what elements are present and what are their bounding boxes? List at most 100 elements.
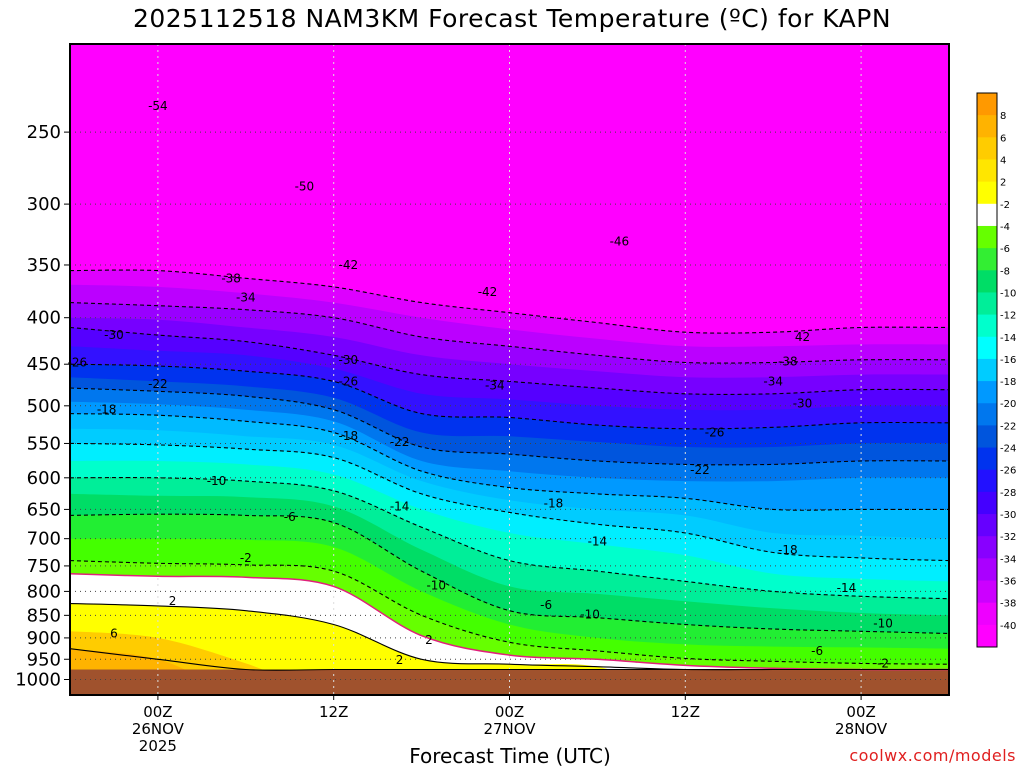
colorbar-swatch (977, 270, 997, 293)
contour-label: -30 (104, 328, 124, 342)
y-tick-label: 450 (27, 354, 61, 375)
contour-line--2 (70, 560, 949, 665)
colorbar-tick-label: -12 (1000, 311, 1016, 322)
y-tick-label: 400 (27, 308, 61, 329)
watermark-link[interactable]: coolwx.com/models (849, 746, 1016, 765)
y-tick-label: 700 (27, 529, 61, 550)
contour-line--22 (70, 387, 949, 466)
chart-title: 2025112518 NAM3KM Forecast Temperature (… (132, 4, 892, 33)
ground-layer (70, 669, 949, 695)
contour-label: -14 (837, 581, 857, 595)
contour-label: -6 (284, 510, 296, 524)
contour-label: -22 (148, 377, 168, 391)
colorbar-swatch (977, 292, 997, 316)
contour-label: -30 (793, 396, 813, 410)
colorbar-swatch (977, 314, 997, 338)
contour-label: -14 (390, 499, 410, 513)
contour-label: -34 (763, 374, 783, 388)
contour-label: -46 (610, 235, 630, 249)
colorbar-tick-label: -34 (1000, 554, 1016, 565)
y-tick-label: 850 (27, 605, 61, 626)
x-tick-label: 12Z (319, 703, 348, 721)
colorbar-swatch (977, 602, 997, 626)
contour-label: -38 (778, 355, 798, 369)
contour-label: -22 (390, 435, 410, 449)
contour-label: -54 (148, 99, 168, 113)
y-tick-label: 350 (27, 255, 61, 276)
contour-line--34 (70, 302, 949, 364)
y-tick-label: 300 (27, 194, 61, 215)
y-tick-label: 550 (27, 433, 61, 454)
contour-label: -2 (240, 551, 252, 565)
y-tick-label: 650 (27, 499, 61, 520)
colorbar-swatch (977, 491, 997, 515)
y-tick-label: 950 (27, 649, 61, 670)
contour-label: -18 (778, 543, 798, 557)
colorbar-tick-label: 4 (1000, 155, 1006, 166)
colorbar-swatch (977, 137, 997, 160)
contour-label: -2 (877, 656, 889, 670)
x-tick-label: 2025 (139, 737, 177, 755)
x-tick-label: 00Z (143, 703, 172, 721)
colorbar-tick-label: -6 (1000, 244, 1010, 255)
y-tick-label: 250 (27, 122, 61, 143)
colorbar-tick-label: -30 (1000, 510, 1016, 521)
colorbar-frame (976, 92, 998, 648)
colorbar-tick-label: -32 (1000, 532, 1016, 543)
colorbar-tick-label: -20 (1000, 399, 1016, 410)
contour-label: -26 (68, 355, 88, 369)
colorbar-tick-label: 6 (1000, 133, 1006, 144)
x-axis-title: Forecast Time (UTC) (409, 744, 611, 768)
contour-label: -6 (811, 644, 823, 658)
colorbar-tick-label: -40 (1000, 621, 1016, 632)
x-tick-label: 26NOV (132, 720, 185, 738)
colorbar-swatch (977, 536, 997, 559)
x-tick-label: 12Z (671, 703, 700, 721)
colorbar-swatch (977, 469, 997, 493)
contour-label-layer: -54 -50 -46 -42 -42 42 -38 -38 -34 -34 -34 -30 -30 -3… (68, 99, 893, 670)
colorbar-swatch (977, 225, 997, 249)
contour-label: 2 (425, 633, 433, 647)
contour-label: -10 (580, 607, 600, 621)
y-axis: 2503003504004505005506006507007508008509… (15, 122, 70, 691)
colorbar-tick-label: 8 (1000, 111, 1006, 122)
colorbar-tick-label: -36 (1000, 577, 1016, 588)
contour-label: 6 (110, 626, 118, 640)
colorbar-swatch (977, 358, 997, 382)
contour-line-layer (70, 269, 949, 671)
grid-layer (70, 44, 949, 695)
y-tick-label: 500 (27, 396, 61, 417)
contour-label: -42 (339, 258, 359, 272)
contour-label: -30 (339, 353, 359, 367)
colorbar-tick-label: -28 (1000, 488, 1016, 499)
colorbar-swatch (977, 336, 997, 360)
colorbar-tick-label: -14 (1000, 333, 1016, 344)
contour-label: 42 (795, 330, 810, 344)
colorbar-swatch (977, 447, 997, 471)
contour-label: -10 (207, 474, 227, 488)
colorbar-legend: 8 6 4 2 -2 -4 -6 -8 -10 -12 -14 -16 -18 -20 -22 -24 -26 -… (976, 92, 1016, 648)
contour-label: 2 (169, 594, 177, 608)
contour-line--14 (70, 442, 949, 562)
contour-label: -42 (478, 285, 498, 299)
colorbar-tick-label: -4 (1000, 222, 1010, 233)
y-tick-label: 600 (27, 468, 61, 489)
contour-label: -50 (295, 180, 315, 194)
colorbar-tick-label: -22 (1000, 421, 1016, 432)
colorbar-swatch (977, 181, 997, 205)
colorbar-tick-label: -10 (1000, 288, 1016, 299)
contour-label: -10 (873, 617, 893, 631)
colorbar-swatch (977, 248, 997, 271)
colorbar-swatch (977, 381, 997, 404)
colorbar-swatch (977, 624, 997, 648)
y-tick-label: 800 (27, 581, 61, 602)
colorbar-swatch (977, 203, 997, 227)
contour-label: -18 (97, 403, 117, 417)
colorbar-swatch (977, 115, 997, 138)
ground-fill (70, 669, 949, 695)
x-tick-label: 00Z (846, 703, 875, 721)
x-tick-label: 28NOV (835, 720, 888, 738)
colorbar-tick-label: -18 (1000, 377, 1016, 388)
